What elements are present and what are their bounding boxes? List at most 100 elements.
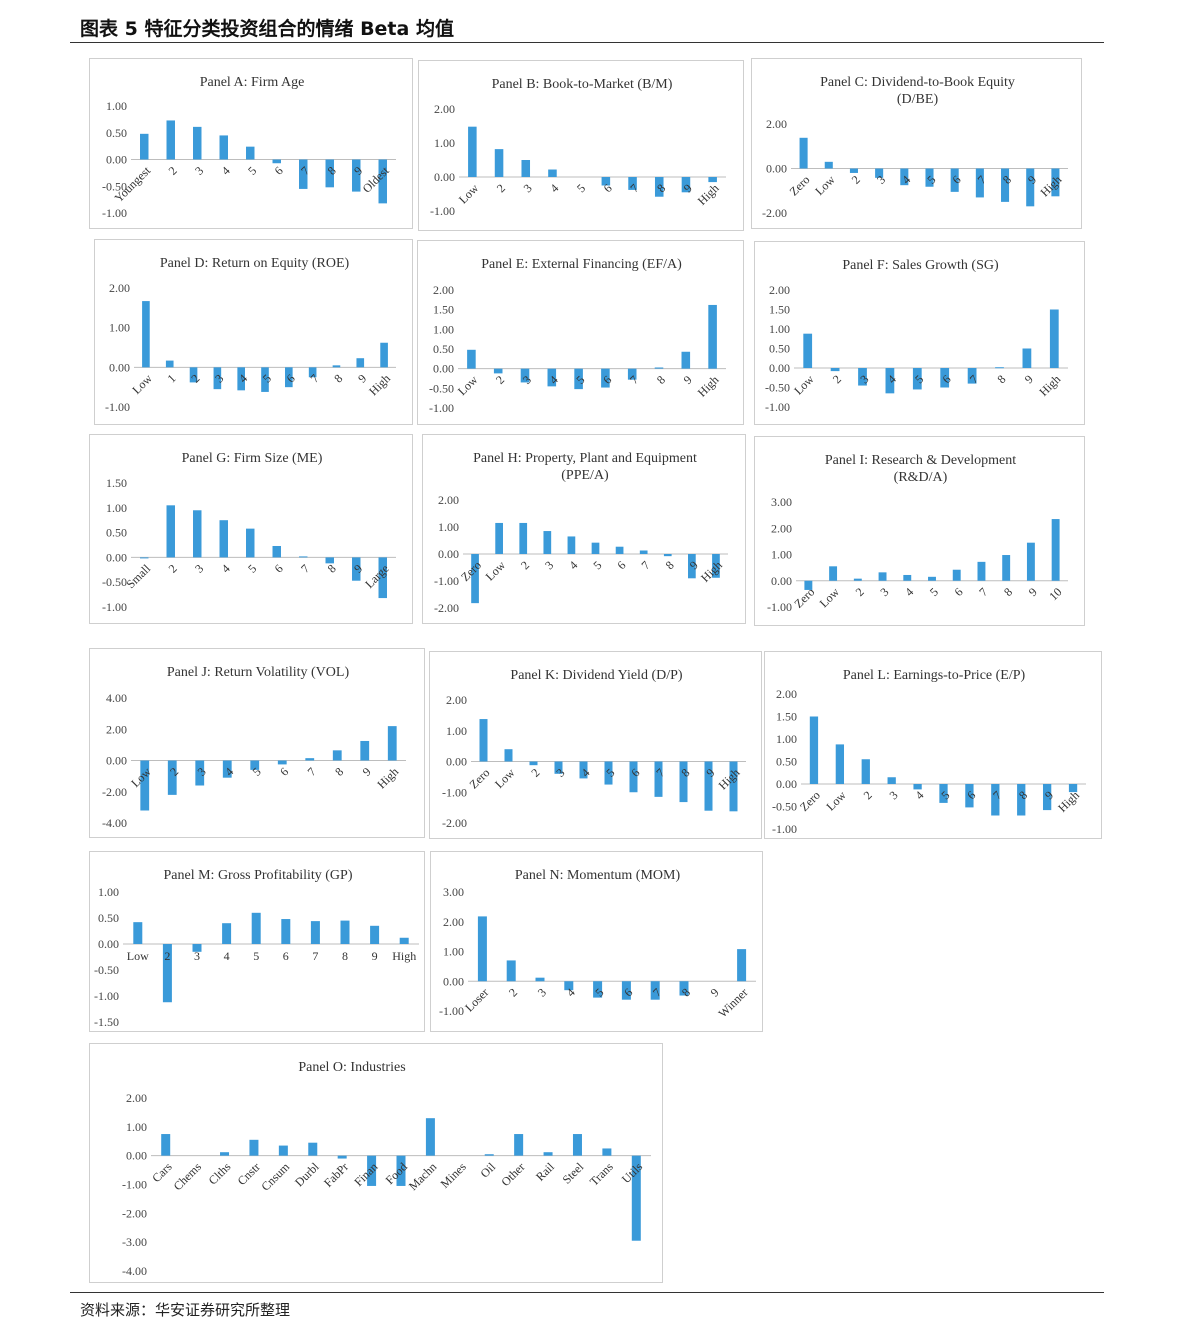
y-tick-label: -1.50 (94, 1015, 119, 1029)
category-label: 10 (1046, 585, 1064, 603)
chart-panel-b: Panel B: Book-to-Market (B/M) 2.00 1.00 0.0… (418, 60, 744, 231)
y-tick-label: -1.00 (767, 600, 792, 614)
bar (554, 761, 563, 774)
bar (835, 744, 845, 784)
category-label: 6 (283, 949, 289, 963)
y-tick-label: 2.00 (126, 1091, 147, 1105)
bar (991, 784, 1000, 816)
category-label: Zero (458, 558, 484, 584)
bar (352, 159, 361, 192)
y-tick-label: -2.00 (122, 1206, 147, 1220)
bar (378, 557, 387, 599)
category-label: 2 (518, 558, 532, 572)
bar (940, 368, 950, 388)
bar (237, 367, 245, 391)
y-tick-label: -2.00 (762, 206, 787, 220)
y-tick-label: 0.00 (98, 937, 119, 951)
bar (950, 168, 959, 192)
category-label: Cnsum (258, 1159, 292, 1193)
bar (1017, 784, 1026, 816)
category-label: 9 (1022, 372, 1036, 386)
category-label: High (695, 373, 722, 400)
bar (849, 168, 858, 173)
bar (654, 761, 663, 797)
category-label: 8 (654, 373, 668, 387)
category-label: 2 (166, 164, 180, 178)
category-label: 9 (708, 985, 722, 999)
chart-svg-l: Panel L: Earnings-to-Price (E/P) 2.00 1.50… (772, 668, 1086, 836)
category-label: Other (498, 1160, 527, 1189)
bar (278, 1145, 288, 1156)
chart-title: Panel B: Book-to-Market (B/M) (492, 77, 673, 92)
category-label: 5 (245, 164, 259, 178)
category-label: Low (129, 371, 155, 397)
chart-panel-j: Panel J: Return Volatility (VOL) 4.00 2.00… (89, 648, 425, 838)
chart-title: (R&D/A) (894, 470, 948, 485)
category-label: Low (791, 372, 817, 398)
category-label: 4 (219, 164, 233, 178)
category-label: High (366, 371, 393, 398)
bar (281, 919, 291, 944)
y-tick-label: -1.00 (429, 401, 454, 415)
y-tick-label: 1.00 (106, 501, 127, 515)
bar (913, 784, 922, 790)
category-label: 4 (566, 558, 580, 572)
category-label: 4 (224, 949, 230, 963)
bar (189, 367, 198, 383)
bar (548, 169, 557, 177)
bar (494, 149, 504, 177)
bar (928, 576, 936, 581)
chart-svg-n: Panel N: Momentum (MOM) 3.00 2.00 1.00 0.00 -… (439, 868, 756, 1020)
bar (629, 761, 638, 793)
bar (261, 367, 269, 392)
chart-svg-o: Panel O: Industries 2.00 1.00 0.00 -1.00 -2.0… (122, 1060, 651, 1278)
y-tick-label: 1.00 (433, 322, 454, 336)
bar (195, 760, 205, 786)
bar (425, 1118, 435, 1156)
y-tick-label: 1.00 (446, 724, 467, 738)
bar (900, 168, 909, 186)
chart-title: (PPE/A) (561, 468, 609, 483)
bar (484, 1154, 494, 1156)
y-tick-label: 1.50 (776, 710, 797, 724)
bar (627, 368, 637, 380)
category-label: High (1036, 372, 1063, 399)
bar (246, 146, 255, 160)
bar (829, 566, 838, 581)
chart-title: Panel F: Sales Growth (SG) (842, 258, 999, 273)
bar (332, 365, 341, 368)
chart-svg-b: Panel B: Book-to-Market (B/M) 2.00 1.00 0.0… (430, 77, 726, 218)
bar (468, 126, 477, 177)
category-label: 2 (506, 985, 520, 999)
bar (272, 545, 281, 558)
bar (885, 368, 895, 394)
category-label: Low (456, 181, 482, 207)
figure-title: 图表 5 特征分类投资组合的情绪 Beta 均值 (80, 18, 454, 40)
y-tick-label: 0.00 (771, 574, 792, 588)
bar (858, 368, 867, 386)
bar (708, 304, 717, 369)
category-label: High (716, 766, 743, 793)
y-tick-label: 1.00 (443, 945, 464, 959)
chart-panel-a: Panel A: Firm Age 1.00 0.50 0.00 -0.50 -1.00 Y… (89, 58, 413, 229)
bar (285, 367, 293, 388)
chart-svg-d: Panel D: Return on Equity (ROE) 2.00 1.00 0… (105, 256, 396, 414)
bar (380, 342, 388, 368)
chart-title: Panel J: Return Volatility (VOL) (167, 665, 350, 680)
bar (708, 177, 717, 183)
chart-title: Panel N: Momentum (MOM) (515, 868, 681, 883)
chart-title: (D/BE) (897, 92, 939, 107)
bar (140, 760, 150, 811)
bar (925, 168, 934, 187)
bar (479, 719, 488, 762)
category-label: Low (817, 585, 843, 611)
chart-panel-g: Panel G: Firm Size (ME) 1.50 1.00 0.50 0.00 -… (89, 434, 413, 624)
bar (593, 981, 603, 998)
bar (222, 923, 232, 944)
bar (591, 542, 600, 554)
chart-title: Panel C: Dividend-to-Book Equity (820, 75, 1015, 90)
category-label: Mines (438, 1159, 469, 1190)
bar (222, 760, 232, 778)
y-tick-label: 1.00 (126, 1120, 147, 1134)
bar (824, 161, 833, 169)
